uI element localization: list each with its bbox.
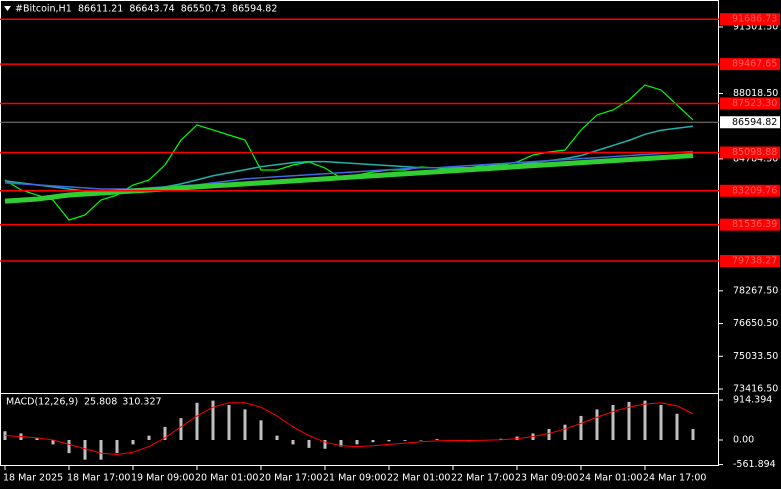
y-tick-label: 88018.50 [733, 88, 778, 99]
histogram-bar [163, 426, 167, 441]
x-tick-label: 24 Mar 17:00 [643, 473, 706, 484]
histogram-bar [99, 440, 103, 460]
y-tick-label: 75033.50 [733, 351, 778, 362]
x-tick-label: 23 Mar 09:00 [515, 473, 578, 484]
histogram-bar [659, 404, 663, 441]
level-label-box [720, 184, 780, 197]
chart-title: #Bitcoin,H1 [15, 4, 72, 15]
level-label-box [720, 146, 780, 159]
histogram-bar [83, 440, 87, 460]
x-tick-label: 18 Mar 2025 [3, 473, 63, 484]
level-label: 83209.76 [732, 185, 777, 196]
histogram-bar [627, 401, 631, 441]
y-tick-label: -561.894 [733, 459, 776, 470]
x-tick-label: 20 Mar 17:00 [259, 473, 322, 484]
x-tick-label: 20 Mar 01:00 [195, 473, 258, 484]
histogram-bar [259, 420, 263, 441]
level-label-box [720, 97, 780, 110]
histogram-bar [51, 440, 55, 445]
y-tick-label: 76650.50 [733, 318, 778, 329]
level-label: 79738.27 [732, 256, 777, 267]
menu-arrow[interactable] [4, 6, 11, 11]
histogram-bar [115, 440, 119, 454]
price-line [4, 125, 694, 193]
histogram-bar [595, 409, 599, 441]
histogram-bar [611, 404, 615, 441]
x-tick-label: 24 Mar 01:00 [579, 473, 642, 484]
ohlc-value: 86611.21 [78, 4, 123, 15]
y-tick-label: 73416.50 [733, 383, 778, 394]
histogram-bar [547, 429, 551, 441]
price-line [4, 150, 694, 190]
histogram-bar [691, 429, 695, 441]
histogram-bar [435, 439, 439, 441]
level-label: 91686.73 [732, 14, 777, 25]
histogram-bar [323, 440, 327, 449]
x-tick-label: 18 Mar 17:00 [67, 473, 130, 484]
y-tick-label: 0.00 [733, 435, 754, 446]
ohlc-value: 86550.73 [181, 4, 226, 15]
histogram-bar [195, 402, 199, 441]
histogram-bar [307, 440, 311, 448]
y-tick-label: 91301.50 [733, 21, 778, 32]
x-tick-label: 22 Mar 17:00 [451, 473, 514, 484]
level-label-box [720, 255, 780, 268]
histogram-bar [275, 435, 279, 441]
ohlc-value: 86594.82 [232, 4, 277, 15]
histogram-bar [211, 400, 215, 441]
y-tick-label: 84784.50 [733, 153, 778, 164]
signal-line [4, 402, 694, 455]
plot-frame [0, 0, 719, 466]
current-price-label: 86594.82 [732, 117, 777, 128]
histogram-bar [243, 409, 247, 441]
histogram-bar [147, 435, 151, 441]
histogram-bar [579, 415, 583, 441]
current-price-box [720, 116, 780, 129]
level-label: 89467.65 [732, 59, 777, 70]
y-tick-label: 914.394 [733, 394, 772, 405]
histogram-bar [35, 437, 39, 441]
histogram-bar [179, 418, 183, 441]
y-tick-label: 78267.50 [733, 285, 778, 296]
level-label: 85098.88 [732, 147, 777, 158]
histogram-bar [131, 440, 135, 445]
macd-title: MACD(12,26,9) [6, 397, 78, 408]
histogram-bar [291, 440, 295, 445]
histogram-bar [355, 440, 359, 445]
ohlc-value: 86643.74 [129, 4, 174, 15]
histogram-bar [339, 440, 343, 447]
x-tick-label: 21 Mar 09:00 [323, 473, 386, 484]
histogram-bar [371, 440, 375, 443]
macd-value: 25.808 [84, 397, 117, 408]
histogram-bar [227, 404, 231, 441]
level-label: 81536.39 [732, 219, 777, 230]
macd-value: 310.327 [122, 397, 161, 408]
x-tick-label: 22 Mar 01:00 [387, 473, 450, 484]
histogram-bar [675, 413, 679, 441]
histogram-bar [643, 400, 647, 441]
price-line [4, 153, 694, 204]
histogram-bar [403, 440, 407, 441]
level-label-box [720, 13, 780, 26]
level-label-box [720, 218, 780, 231]
histogram-bar [419, 440, 423, 441]
x-tick-label: 19 Mar 09:00 [131, 473, 194, 484]
level-label: 87523.30 [732, 98, 777, 109]
histogram-bar [67, 440, 71, 454]
histogram-bar [387, 440, 391, 442]
histogram-bar [563, 424, 567, 441]
level-label-box [720, 58, 780, 71]
